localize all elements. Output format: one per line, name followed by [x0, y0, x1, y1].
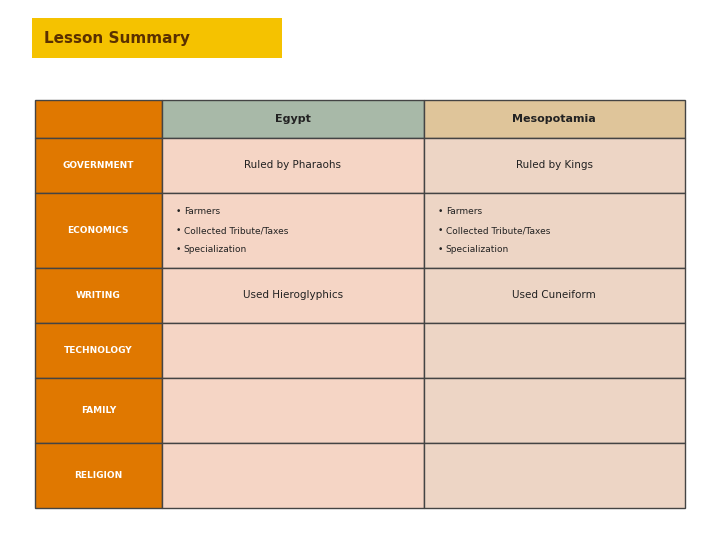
Bar: [423, 100, 685, 138]
Bar: [423, 443, 685, 508]
Bar: [423, 378, 685, 443]
Text: Lesson Summary: Lesson Summary: [44, 30, 190, 45]
Text: Farmers: Farmers: [446, 207, 482, 216]
Text: Ruled by Kings: Ruled by Kings: [516, 160, 593, 171]
Bar: [162, 443, 423, 508]
Text: •: •: [438, 245, 443, 254]
Text: Specialization: Specialization: [184, 245, 247, 254]
Bar: [35, 378, 162, 443]
Bar: [35, 443, 162, 508]
Text: Collected Tribute/Taxes: Collected Tribute/Taxes: [184, 226, 288, 235]
Bar: [423, 193, 685, 268]
Text: GOVERNMENT: GOVERNMENT: [63, 161, 134, 170]
Bar: [162, 268, 423, 323]
Text: FAMILY: FAMILY: [81, 406, 116, 415]
Text: Used Hieroglyphics: Used Hieroglyphics: [243, 291, 343, 300]
Text: Collected Tribute/Taxes: Collected Tribute/Taxes: [446, 226, 550, 235]
Bar: [162, 378, 423, 443]
Text: Used Cuneiform: Used Cuneiform: [513, 291, 596, 300]
Bar: [162, 100, 423, 138]
Bar: [162, 323, 423, 378]
Text: TECHNOLOGY: TECHNOLOGY: [64, 346, 132, 355]
Bar: [35, 323, 162, 378]
Bar: [32, 18, 282, 58]
Text: WRITING: WRITING: [76, 291, 121, 300]
Text: •: •: [176, 207, 181, 216]
Text: •: •: [176, 245, 181, 254]
Text: Egypt: Egypt: [275, 114, 310, 124]
Bar: [35, 138, 162, 193]
Bar: [35, 268, 162, 323]
Text: Farmers: Farmers: [184, 207, 220, 216]
Text: RELIGION: RELIGION: [74, 471, 122, 480]
Text: ECONOMICS: ECONOMICS: [68, 226, 129, 235]
Text: Specialization: Specialization: [446, 245, 509, 254]
Bar: [162, 138, 423, 193]
Bar: [423, 138, 685, 193]
Bar: [162, 193, 423, 268]
Text: •: •: [438, 226, 443, 235]
Bar: [35, 193, 162, 268]
Text: Ruled by Pharaohs: Ruled by Pharaohs: [244, 160, 341, 171]
Text: •: •: [438, 207, 443, 216]
Bar: [423, 323, 685, 378]
Text: Mesopotamia: Mesopotamia: [513, 114, 596, 124]
Bar: [423, 268, 685, 323]
Text: •: •: [176, 226, 181, 235]
Bar: [35, 100, 162, 138]
